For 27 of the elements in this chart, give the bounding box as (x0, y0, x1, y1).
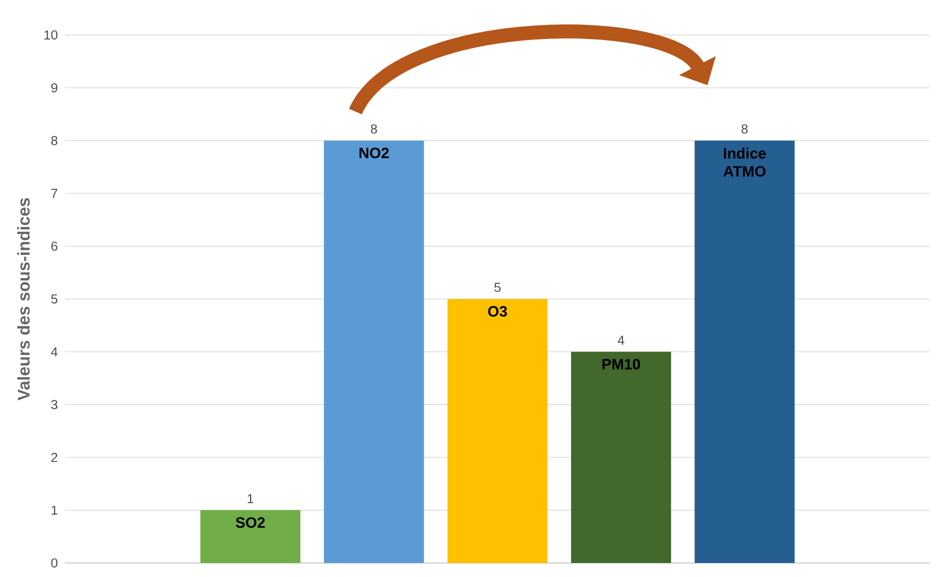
y-tick-label: 10 (44, 30, 58, 40)
bar (694, 140, 795, 563)
data-label: 5 (494, 282, 501, 292)
y-tick-label: 5 (51, 294, 58, 304)
bar (324, 140, 424, 563)
y-axis-title: Valeurs des sous-indices (17, 198, 30, 400)
x-tick-label: Indice ATMO (723, 148, 766, 177)
y-tick-label: 7 (51, 188, 58, 198)
data-label: 1 (248, 494, 254, 504)
y-tick-label: 3 (51, 400, 58, 410)
x-tick-label: O3 (488, 306, 507, 317)
data-label: 8 (370, 124, 377, 134)
y-tick-label: 2 (51, 452, 58, 462)
data-label: 4 (618, 336, 624, 345)
bar (447, 298, 548, 563)
y-tick-label: 9 (51, 83, 58, 92)
y-tick-label: 8 (51, 136, 58, 146)
y-tick-label: 1 (52, 506, 58, 515)
x-tick-label: SO2 (236, 517, 265, 528)
x-tick-label: NO2 (360, 148, 389, 158)
bar (200, 510, 300, 563)
y-tick-label: 6 (51, 242, 58, 251)
y-tick-label: 4 (51, 347, 58, 356)
bar (571, 352, 672, 563)
data-label: 8 (742, 124, 748, 134)
x-tick-label: PM10 (602, 358, 640, 370)
y-tick-label: 0 (51, 558, 58, 568)
